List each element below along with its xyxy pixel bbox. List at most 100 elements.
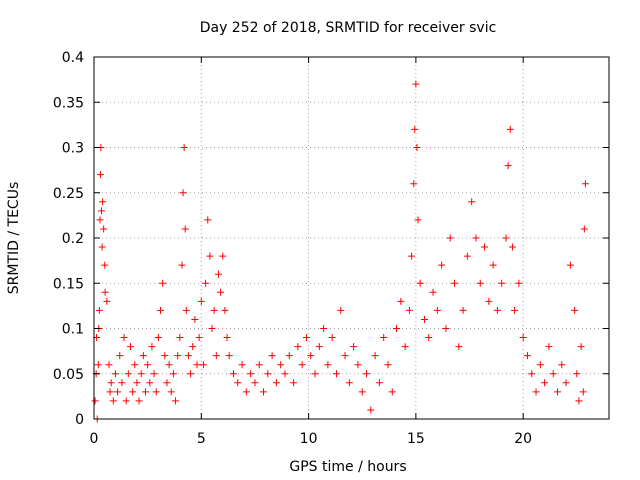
data-point <box>566 261 574 269</box>
x-tick-label: 10 <box>300 431 318 447</box>
data-point <box>446 234 454 242</box>
data-point <box>508 243 516 251</box>
data-point <box>208 325 216 332</box>
data-point <box>502 234 510 242</box>
data-point <box>536 361 544 369</box>
data-point <box>549 370 557 378</box>
data-point <box>498 279 506 287</box>
data-point <box>573 370 581 378</box>
data-point <box>532 388 540 396</box>
data-point <box>429 288 437 296</box>
data-point <box>212 352 220 360</box>
data-point <box>167 388 175 396</box>
data-point <box>100 225 108 233</box>
data-point <box>324 361 332 369</box>
data-point <box>142 388 149 396</box>
data-point <box>504 162 512 170</box>
y-tick-label: 0.35 <box>53 95 84 111</box>
data-point <box>114 388 122 396</box>
data-point <box>405 306 413 314</box>
data-point <box>133 379 141 387</box>
x-tick-label: 20 <box>514 431 532 447</box>
data-point <box>345 379 353 387</box>
data-point <box>401 343 409 351</box>
data-point <box>397 297 405 305</box>
data-point <box>328 334 336 342</box>
data-point <box>124 370 132 378</box>
data-point <box>169 370 177 378</box>
data-point <box>463 252 471 260</box>
data-point <box>562 379 570 387</box>
data-point <box>311 370 319 378</box>
data-point <box>229 370 237 378</box>
data-point <box>120 334 128 342</box>
data-point <box>476 279 484 287</box>
data-point <box>95 306 103 314</box>
data-point <box>410 180 418 188</box>
data-point <box>225 352 233 360</box>
data-point <box>105 361 113 369</box>
data-point <box>96 216 104 224</box>
data-point <box>184 352 192 360</box>
data-point <box>139 352 147 360</box>
y-tick-label: 0 <box>75 412 84 428</box>
data-point <box>438 261 446 269</box>
data-point <box>485 297 493 305</box>
x-axis-ticks: 0 5 10 15 20 <box>90 57 532 447</box>
data-point <box>122 397 130 405</box>
data-point <box>101 288 109 296</box>
data-point <box>219 252 227 260</box>
data-point <box>180 144 188 151</box>
data-point <box>118 379 126 387</box>
data-point <box>174 352 182 360</box>
data-point <box>412 80 420 88</box>
data-point <box>579 388 587 396</box>
y-tick-label: 0.4 <box>62 50 84 66</box>
data-point <box>413 144 421 151</box>
data-point <box>337 306 345 314</box>
data-point <box>206 252 214 260</box>
data-point <box>472 234 480 242</box>
data-point <box>380 334 388 342</box>
data-point <box>489 261 497 269</box>
data-point <box>99 198 107 206</box>
y-tick-label: 0.3 <box>62 141 84 157</box>
y-tick-label: 0.05 <box>53 367 84 383</box>
data-point <box>320 325 328 332</box>
data-point <box>193 361 201 369</box>
data-point <box>242 388 250 396</box>
data-point <box>354 361 362 369</box>
data-point <box>442 325 450 332</box>
data-point <box>106 388 114 396</box>
data-point <box>204 216 212 224</box>
data-point <box>189 343 197 351</box>
data-point <box>558 361 566 369</box>
data-point <box>94 361 102 369</box>
data-point <box>554 388 561 396</box>
data-point <box>294 343 302 351</box>
data-point <box>152 388 160 396</box>
data-point <box>182 306 190 314</box>
data-point <box>272 379 280 387</box>
data-point <box>420 315 428 323</box>
data-point <box>571 306 579 314</box>
data-point <box>523 352 531 360</box>
y-tick-label: 0.15 <box>53 276 84 292</box>
data-point <box>260 388 268 396</box>
data-point <box>290 379 298 387</box>
data-point <box>281 370 289 378</box>
data-point <box>137 370 145 378</box>
data-point <box>358 388 366 396</box>
data-point <box>217 288 225 296</box>
data-point <box>98 207 106 215</box>
data-point <box>107 379 115 387</box>
data-point <box>367 406 375 414</box>
data-point <box>363 370 371 378</box>
data-point <box>264 370 272 378</box>
data-point <box>541 379 549 387</box>
y-tick-label: 0.25 <box>53 186 84 202</box>
data-point <box>277 361 285 369</box>
data-point <box>388 388 396 396</box>
x-tick-label: 0 <box>90 431 99 447</box>
